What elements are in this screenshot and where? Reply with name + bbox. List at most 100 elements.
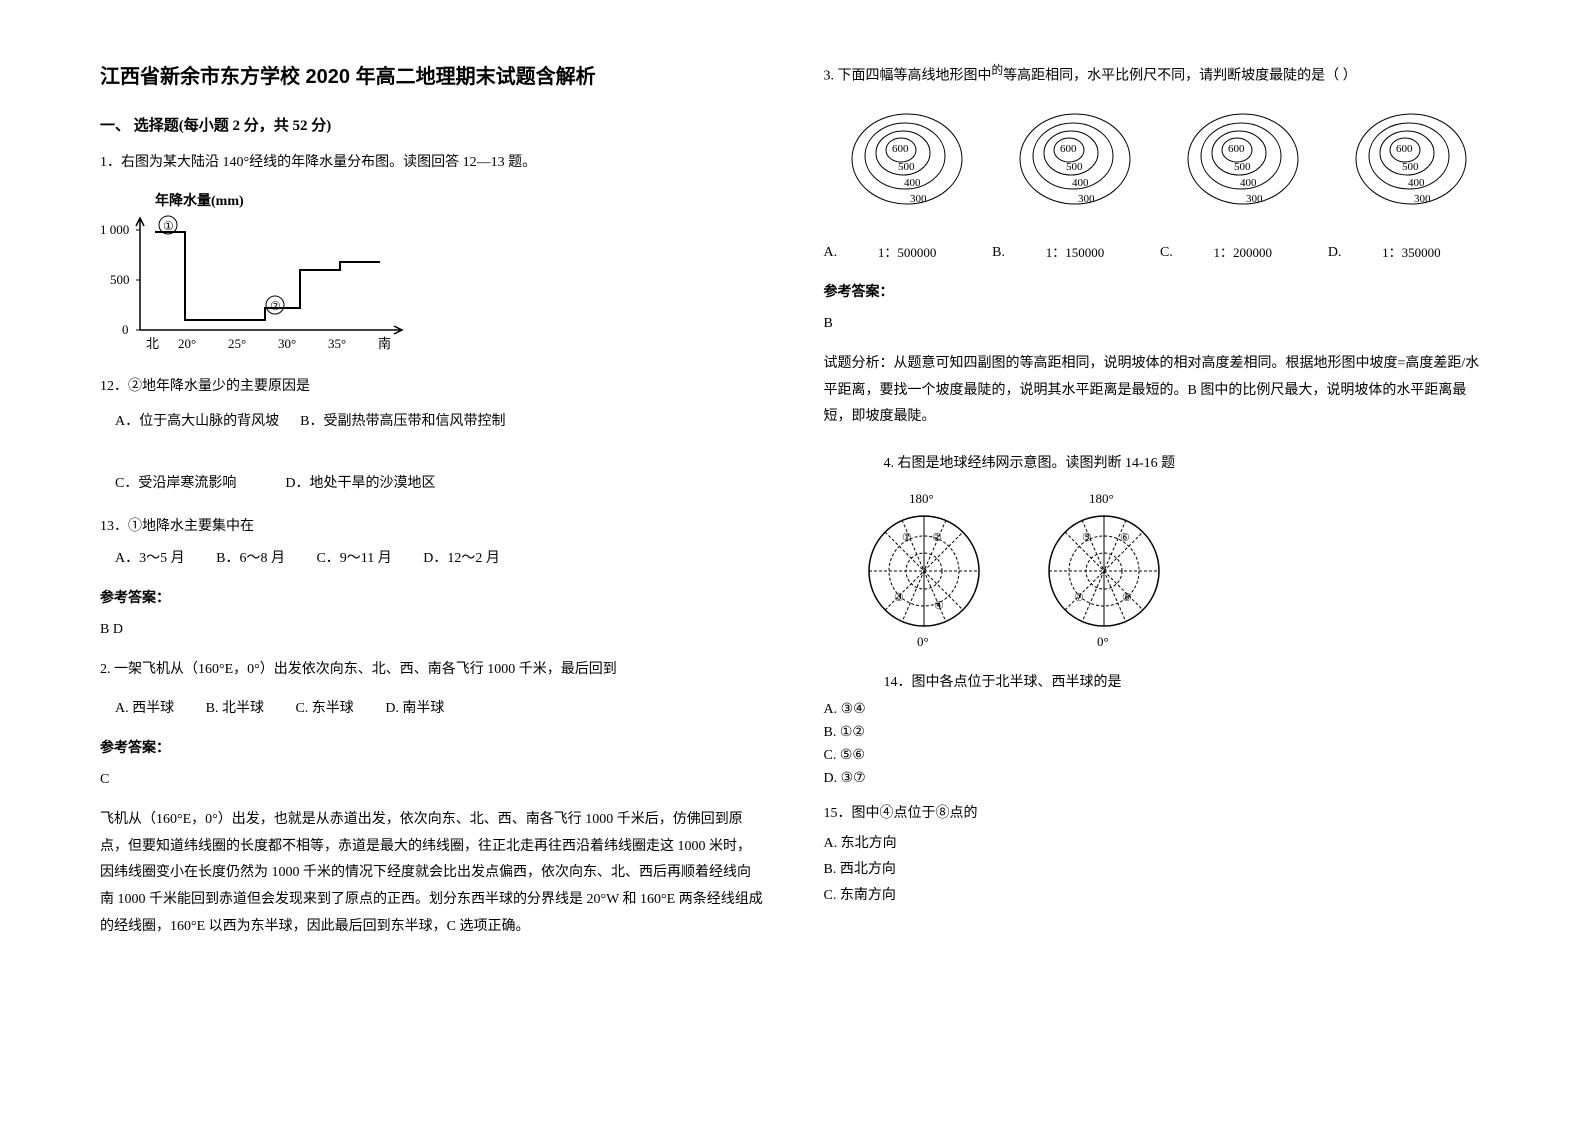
svg-text:0°: 0° — [917, 634, 929, 649]
q3-stem-pre: 3. 下面四幅等高线地形图中 — [824, 69, 992, 84]
contour-svg-d: 600 500 400 300 — [1346, 104, 1476, 234]
svg-text:②: ② — [932, 532, 942, 544]
q1-12-optA: A．位于高大山脉的背风坡 — [115, 414, 279, 429]
q4-sub15: 15．图中④点位于⑧点的 — [824, 802, 1488, 822]
q3-explanation: 试题分析：从题意可知四副图的等高距相同，说明坡体的相对高度差相同。根据地形图中坡… — [824, 351, 1488, 431]
q2-answer: C — [100, 767, 764, 792]
q4-14-optA: A. ③④ — [824, 701, 1488, 718]
q3-scale-b: 1：150000 — [1010, 242, 1140, 261]
q4-15-optC: C. 东南方向 — [824, 884, 1488, 904]
x-35: 35° — [328, 336, 346, 351]
svg-text:300: 300 — [910, 193, 927, 205]
svg-text:300: 300 — [1246, 193, 1263, 205]
svg-text:400: 400 — [904, 177, 921, 189]
q4-sub14: 14．图中各点位于北半球、西半球的是 — [884, 671, 1488, 691]
q3-option-images: A. 600 500 400 300 1：500000 — [824, 104, 1488, 261]
svg-text:⑤: ⑤ — [1082, 532, 1092, 544]
svg-text:⑥: ⑥ — [1120, 532, 1130, 544]
svg-text:300: 300 — [1078, 193, 1095, 205]
precipitation-chart: 年降水量(mm) 1 000 500 0 北 20° 25° 30° 35 — [100, 190, 764, 360]
q3-scale-a: 1：500000 — [842, 242, 972, 261]
svg-text:180°: 180° — [909, 491, 934, 506]
svg-text:500: 500 — [1066, 161, 1083, 173]
q1-12-optC: C．受沿岸寒流影响 — [115, 476, 236, 491]
q1-sub13: 13．①地降水主要集中在 — [100, 515, 764, 535]
q3-answer-heading: 参考答案： — [824, 281, 1488, 301]
q1-12-optB: B．受副热带高压带和信风带控制 — [300, 414, 505, 429]
q1-sub12-options: A．位于高大山脉的背风坡 B．受副热带高压带和信风带控制 C．受沿岸寒流影响 D… — [115, 407, 764, 499]
svg-text:400: 400 — [1240, 177, 1257, 189]
q2-optC: C. 东半球 — [295, 701, 353, 716]
q3-scale-c: 1：200000 — [1178, 242, 1308, 261]
q3-stem: 3. 下面四幅等高线地形图中的等高距相同，水平比例尺不同，请判断坡度最陡的是（ … — [824, 60, 1488, 89]
q1-sub13-options: A．3～5 月 B．6～8 月 C．9～11 月 D．12～2 月 — [115, 547, 764, 567]
svg-text:④: ④ — [934, 600, 944, 612]
q3-item-d: D. 600 500 400 300 1：350000 — [1328, 104, 1477, 261]
svg-text:400: 400 — [1408, 177, 1425, 189]
svg-text:400: 400 — [1072, 177, 1089, 189]
q1-answer-heading: 参考答案： — [100, 587, 764, 607]
svg-text:600: 600 — [1060, 143, 1077, 155]
contour-svg-a: 600 500 400 300 — [842, 104, 972, 234]
y-0: 0 — [122, 322, 129, 337]
q3-label-b: B. — [992, 245, 1005, 261]
section-heading: 一、 选择题(每小题 2 分，共 52 分) — [100, 114, 764, 135]
q3-label-a: A. — [824, 245, 838, 261]
page-title: 江西省新余市东方学校 2020 年高二地理期末试题含解析 — [100, 60, 764, 89]
q3-answer: B — [824, 311, 1488, 336]
q3-label-d: D. — [1328, 245, 1342, 261]
q3-scale-d: 1：350000 — [1346, 242, 1476, 261]
svg-text:180°: 180° — [1089, 491, 1114, 506]
x-north: 北 — [146, 336, 159, 351]
q2-options: A. 西半球 B. 北半球 C. 东半球 D. 南半球 — [115, 697, 764, 717]
q1-answer: B D — [100, 617, 764, 642]
svg-text:0°: 0° — [1097, 634, 1109, 649]
q3-stem-mid: 的 — [992, 64, 1004, 77]
q3-item-c: C. 600 500 400 300 1：200000 — [1160, 104, 1308, 261]
svg-text:⑦: ⑦ — [1074, 592, 1084, 604]
q4-14-optB: B. ①② — [824, 724, 1488, 741]
svg-text:500: 500 — [1402, 161, 1419, 173]
globe-right: 180° ⑤ ⑥ ⑦ ⑧ 0° — [1034, 491, 1174, 651]
svg-text:600: 600 — [892, 143, 909, 155]
svg-text:①: ① — [902, 532, 912, 544]
contour-svg-c: 600 500 400 300 — [1178, 104, 1308, 234]
svg-text:500: 500 — [898, 161, 915, 173]
q2-optB: B. 北半球 — [206, 701, 264, 716]
q1-13-optA: A．3～5 月 — [115, 551, 185, 566]
svg-text:300: 300 — [1414, 193, 1431, 205]
x-30: 30° — [278, 336, 296, 351]
q1-12-optD: D．地处干旱的沙漠地区 — [285, 476, 435, 491]
q2-explanation: 飞机从（160°E，0°）出发，也就是从赤道出发，依次向东、北、西、南各飞行 1… — [100, 807, 764, 940]
q1-sub12: 12．②地年降水量少的主要原因是 — [100, 375, 764, 395]
svg-text:500: 500 — [1234, 161, 1251, 173]
q2-optA: A. 西半球 — [115, 701, 174, 716]
chart-title-text: 年降水量(mm) — [155, 192, 244, 209]
q1-stem: 1．右图为某大陆沿 140°经线的年降水量分布图。读图回答 12—13 题。 — [100, 150, 764, 175]
y-1000: 1 000 — [100, 222, 129, 237]
q2-optD: D. 南半球 — [385, 701, 444, 716]
q4-14-optC: C. ⑤⑥ — [824, 747, 1488, 764]
svg-text:600: 600 — [1396, 143, 1413, 155]
q4-14-optD: D. ③⑦ — [824, 770, 1488, 787]
q4-globe-images: 180° ① ② ③ ④ 0° 180° — [854, 491, 1488, 651]
marker-2: ② — [270, 299, 281, 313]
marker-1: ① — [163, 219, 174, 233]
x-20: 20° — [178, 336, 196, 351]
q3-stem-post: 等高距相同，水平比例尺不同，请判断坡度最陡的是（ ） — [1003, 69, 1357, 84]
q1-13-optC: C．9～11 月 — [316, 551, 391, 566]
q2-stem: 2. 一架飞机从（160°E，0°）出发依次向东、北、西、南各飞行 1000 千… — [100, 657, 764, 682]
q3-item-b: B. 600 500 400 300 1：150000 — [992, 104, 1140, 261]
q4-15-optB: B. 西北方向 — [824, 858, 1488, 878]
x-25: 25° — [228, 336, 246, 351]
svg-text:600: 600 — [1228, 143, 1245, 155]
right-column: 3. 下面四幅等高线地形图中的等高距相同，水平比例尺不同，请判断坡度最陡的是（ … — [824, 60, 1488, 960]
q1-13-optD: D．12～2 月 — [423, 551, 500, 566]
svg-text:⑧: ⑧ — [1122, 592, 1132, 604]
x-south: 南 — [378, 336, 391, 351]
svg-text:③: ③ — [894, 592, 904, 604]
q1-13-optB: B．6～8 月 — [216, 551, 285, 566]
q3-item-a: A. 600 500 400 300 1：500000 — [824, 104, 973, 261]
contour-svg-b: 600 500 400 300 — [1010, 104, 1140, 234]
globe-left: 180° ① ② ③ ④ 0° — [854, 491, 994, 651]
